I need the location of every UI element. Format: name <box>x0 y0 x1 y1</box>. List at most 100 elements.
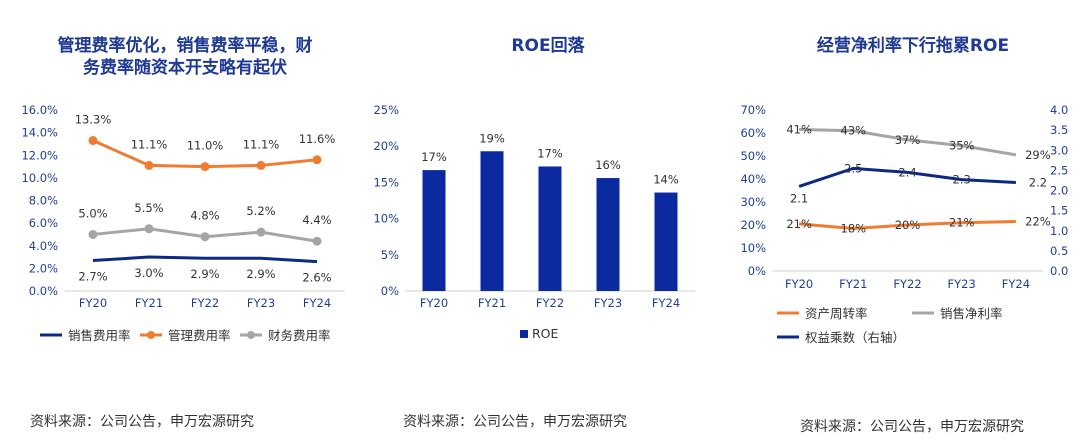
chart1-data-point <box>144 160 154 170</box>
chart2-bar <box>480 151 504 291</box>
chart1-x-axis: FY20 FY21 FY22 FY23 FY24 <box>79 296 331 310</box>
chart3-y2-tick-label: 2.5 <box>1050 163 1068 177</box>
chart1-data-point <box>200 232 210 242</box>
chart1-data-label: 11.1% <box>243 137 280 151</box>
chart1-data-label: 3.0% <box>134 266 163 280</box>
chart3-y-tick-label: 70% <box>740 103 766 117</box>
chart3-y2-tick-label: 3.5 <box>1050 123 1068 137</box>
chart1-series: 2.7% 3.0% 2.9% 2.9% 2.6% 13.3% 11.1% 11.0% 11.1%… <box>75 113 336 285</box>
chart1-data-label: 5.2% <box>246 204 275 218</box>
chart2-x-tick-label: FY22 <box>536 296 564 310</box>
chart3-series: 21% 18% 20% 21% 22% 41% 43% 37% 35% 29% 2.1 2.5 2.4 2… <box>786 123 1050 236</box>
chart3-y-tick-label: 40% <box>740 172 766 186</box>
chart3-y-tick-label: 10% <box>740 241 766 255</box>
chart3-data-label: 2.2 <box>1029 175 1047 189</box>
chart3-data-label: 2.4 <box>898 165 916 179</box>
chart3-data-label: 20% <box>895 218 921 232</box>
chart2-legend: ROE <box>520 326 559 341</box>
chart3-y-tick-label: 60% <box>740 126 766 140</box>
chart1-data-label: 2.7% <box>78 269 107 283</box>
chart2-x-tick-label: FY24 <box>652 296 680 310</box>
chart1-data-point <box>256 227 266 237</box>
chart2-x-tick-label: FY20 <box>420 296 448 310</box>
chart1-data-label: 11.1% <box>131 137 168 151</box>
chart2-x-tick-label: FY21 <box>478 296 506 310</box>
chart1-x-tick-label: FY22 <box>191 296 219 310</box>
chart2-y-axis: 0% 5% 10% 15% 20% 25% <box>373 103 695 298</box>
chart1-data-point <box>88 136 98 146</box>
chart1-y-tick-label: 4.0% <box>29 239 58 253</box>
chart1-x-tick-label: FY23 <box>247 296 275 310</box>
legend-marker-admin <box>147 331 155 339</box>
chart3-data-label: 35% <box>949 139 975 153</box>
chart3-series-line <box>798 220 1016 230</box>
chart1-data-label: 4.4% <box>302 213 331 227</box>
legend-label-net-margin: 销售净利率 <box>940 306 1003 321</box>
legend-marker-finance <box>247 331 255 339</box>
chart2-bars: 17% 19% 17% 16% 14% <box>421 131 679 291</box>
chart1-y-tick-label: 0.0% <box>29 284 58 298</box>
chart3-data-label: 41% <box>786 123 812 137</box>
chart3-y2-tick-label: 0.0 <box>1050 264 1068 278</box>
chart1-x-tick-label: FY20 <box>79 296 107 310</box>
chart2-bar <box>538 166 562 291</box>
chart2-bar <box>654 192 678 291</box>
chart2-y-tick-label: 25% <box>373 103 399 117</box>
chart1-x-tick-label: FY21 <box>135 296 163 310</box>
chart1-data-label: 11.0% <box>187 139 224 153</box>
chart3-y-axis-left: 0% 10% 20% 30% 40% 50% 60% 70% <box>740 103 1043 278</box>
chart3-y2-tick-label: 2.0 <box>1050 184 1068 198</box>
chart2-bar <box>596 178 620 291</box>
chart2-y-tick-label: 15% <box>373 175 399 189</box>
chart-expense-ratios: 管理费率优化，销售费率平稳，财 务费率随资本开支略有起伏 0.0% 2.0% 4.0… <box>21 35 345 430</box>
chart3-y2-tick-label: 0.5 <box>1050 244 1068 258</box>
chart1-data-point <box>144 224 154 234</box>
legend-label-admin: 管理费用率 <box>168 328 231 343</box>
chart2-y-tick-label: 10% <box>373 212 399 226</box>
chart3-x-tick-label: FY20 <box>785 277 813 291</box>
chart3-y2-tick-label: 1.5 <box>1050 204 1068 218</box>
chart2-x-axis: FY20 FY21 FY22 FY23 FY24 <box>420 296 680 310</box>
chart3-x-tick-label: FY24 <box>1002 277 1030 291</box>
chart-roe: ROE回落 0%5%10%15%20%25% FY20 FY21 FY22 FY23 F… <box>373 36 695 430</box>
chart1-data-label: 13.3% <box>75 113 112 127</box>
chart3-y-tick-label: 30% <box>740 195 766 209</box>
chart1-data-label: 5.0% <box>78 206 107 220</box>
chart3-y-axis-right: 0.0 0.5 1.0 1.5 2.0 2.5 3.0 3.5 4.0 <box>1050 103 1068 278</box>
chart3-data-label: 18% <box>841 221 867 235</box>
chart1-data-label: 5.5% <box>134 201 163 215</box>
chart3-data-label: 37% <box>895 133 921 147</box>
chart3-y-tick-label: 50% <box>740 149 766 163</box>
chart3-y-tick-label: 0% <box>748 264 766 278</box>
chart1-y-tick-label: 12.0% <box>21 148 58 162</box>
chart3-data-label: 21% <box>949 216 975 230</box>
chart2-source-note: 资料来源：公司公告，申万宏源研究 <box>403 414 627 430</box>
chart1-y-axis: 0.0% 2.0% 4.0% 6.0% 8.0% 10.0% 12.0% 14.0% 16.0% <box>21 103 345 298</box>
chart1-y-tick-label: 10.0% <box>21 171 58 185</box>
chart2-y-tick-label: 5% <box>381 248 399 262</box>
chart2-data-label: 17% <box>537 146 563 160</box>
chart1-data-point <box>312 155 322 165</box>
legend-label-sales: 销售费用率 <box>68 328 131 343</box>
chart2-y-tick-label: 0% <box>381 284 399 298</box>
chart3-series-line <box>799 128 1017 157</box>
chart1-source-note: 资料来源：公司公告，申万宏源研究 <box>30 414 254 430</box>
chart3-data-label: 2.3 <box>953 173 971 187</box>
chart3-data-label: 29% <box>1025 148 1051 162</box>
chart3-y2-tick-label: 1.0 <box>1050 224 1068 238</box>
chart3-y2-tick-label: 3.0 <box>1050 143 1068 157</box>
chart1-y-tick-label: 2.0% <box>29 261 58 275</box>
chart3-x-tick-label: FY21 <box>839 277 867 291</box>
chart1-data-label: 2.9% <box>190 267 219 281</box>
chart3-data-label: 2.5 <box>844 161 862 175</box>
chart2-bar <box>422 170 446 291</box>
legend-label-turnover: 资产周转率 <box>805 306 868 321</box>
chart2-x-tick-label: FY23 <box>594 296 622 310</box>
chart1-data-label: 2.9% <box>246 267 275 281</box>
chart3-data-label: 43% <box>841 124 867 138</box>
chart1-y-tick-label: 6.0% <box>29 216 58 230</box>
legend-label-equity-multiplier: 权益乘数（右轴） <box>805 330 905 345</box>
chart2-y-tick-label: 20% <box>373 139 399 153</box>
legend-label-finance: 财务费用率 <box>268 328 331 343</box>
